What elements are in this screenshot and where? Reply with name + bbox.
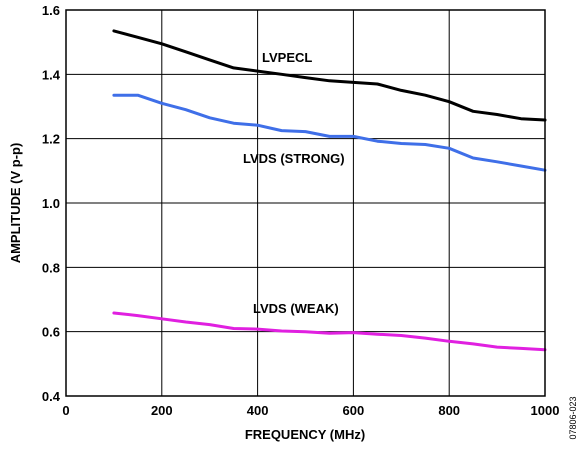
x-axis-title: FREQUENCY (MHz)	[245, 427, 365, 442]
series-label-lvds-weak: LVDS (WEAK)	[253, 301, 339, 316]
series-lines	[112, 29, 547, 352]
x-tick-label: 600	[343, 403, 365, 418]
series-labels: LVPECL LVDS (STRONG) LVDS (WEAK)	[243, 50, 345, 316]
x-tick-label: 200	[151, 403, 173, 418]
series-line-lvds-strong	[112, 93, 547, 172]
y-tick-label: 1.4	[42, 67, 61, 82]
y-tick-label: 0.4	[42, 389, 61, 404]
y-axis-title: AMPLITUDE (V p-p)	[8, 143, 23, 264]
x-tick-label: 800	[438, 403, 460, 418]
x-tick-label: 1000	[531, 403, 560, 418]
series-line-lvpecl	[112, 29, 547, 122]
x-tick-labels: 0 200 400 600 800 1000	[62, 403, 559, 418]
y-tick-label: 1.6	[42, 3, 60, 18]
y-tick-label: 0.8	[42, 260, 60, 275]
y-tick-label: 1.2	[42, 132, 60, 147]
figure-id: 07806-023	[568, 396, 578, 439]
x-tick-label: 0	[62, 403, 69, 418]
grid-lines	[65, 9, 546, 397]
series-line-lvds-weak	[112, 311, 547, 352]
plot-frame	[65, 9, 546, 397]
series-label-lvpecl: LVPECL	[262, 50, 312, 65]
y-tick-labels: 0.4 0.6 0.8 1.0 1.2 1.4 1.6	[42, 3, 61, 404]
y-tick-label: 0.6	[42, 325, 60, 340]
series-label-lvds-strong: LVDS (STRONG)	[243, 151, 345, 166]
x-tick-label: 400	[247, 403, 269, 418]
y-tick-label: 1.0	[42, 196, 60, 211]
